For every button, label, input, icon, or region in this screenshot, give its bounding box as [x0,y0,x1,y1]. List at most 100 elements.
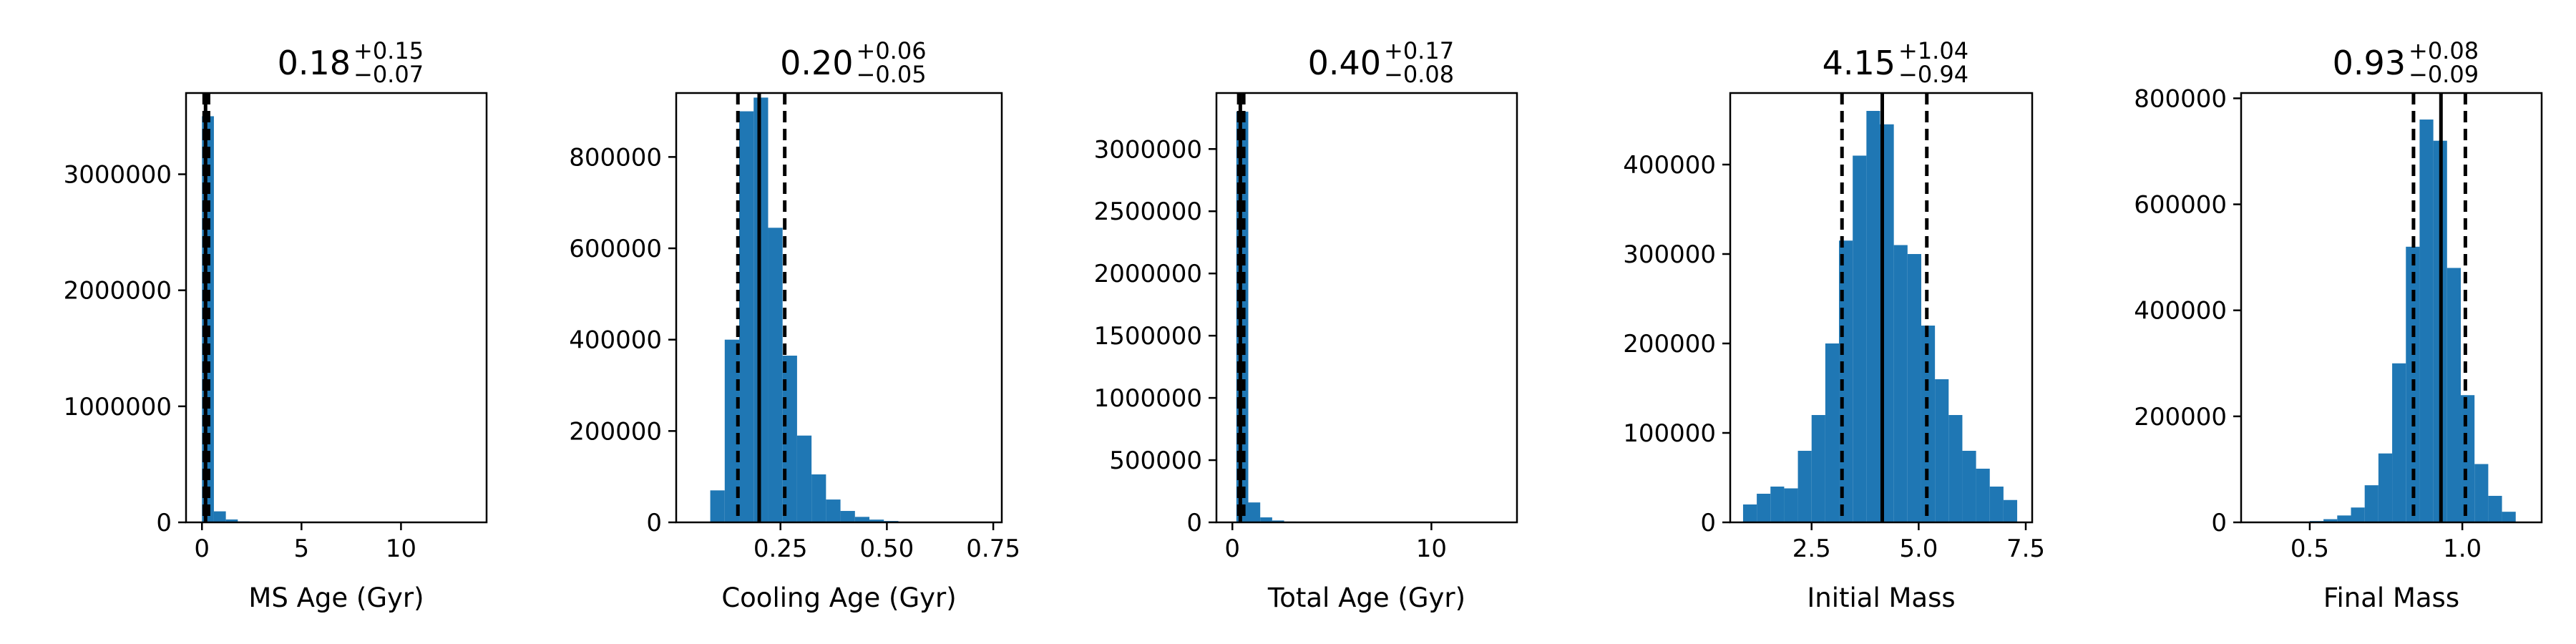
y-tick-label: 400000 [1623,151,1716,180]
y-tick-label: 600000 [2134,191,2227,220]
histogram-bar [2364,485,2379,522]
y-tick-label: 2000000 [64,277,172,306]
histogram-bar [840,511,855,522]
histogram-bar [1893,245,1908,522]
histogram-bar [1907,254,1921,522]
histogram-bar [826,499,841,522]
histogram-bar [2502,512,2516,522]
y-tick-label: 200000 [2134,403,2227,431]
y-tick-label: 800000 [569,143,662,172]
x-axis-label: Total Age (Gyr) [1267,582,1465,613]
chart-title-plus-error: +1.04 [1898,37,1968,64]
histogram-bar [2351,507,2365,522]
y-tick-label: 0 [646,509,662,537]
chart-title-minus-error: −0.09 [2409,61,2479,88]
x-axis-label: Cooling Age (Gyr) [721,582,956,613]
chart-title-plus-error: +0.06 [857,37,927,64]
histogram-bar [1866,111,1880,522]
chart-title-value: 0.18 [278,44,351,82]
chart-title-value: 0.20 [780,44,853,82]
y-tick-label: 2500000 [1094,197,1202,226]
plot-area [186,93,487,522]
x-tick-label: 0 [194,535,210,563]
chart-panel-2: 0.25 0.50 0.75 0 200000 400000 600000 800000 Coo… [569,37,1020,613]
histogram-bar [1770,487,1785,522]
axes-frame [2240,92,2543,524]
histogram-bar [1948,415,1963,522]
x-tick-label: 5 [294,535,310,563]
axes-frame [1215,92,1518,524]
axes-frame [185,92,488,524]
plot-area [2241,93,2542,522]
x-tick-label: 1.0 [2443,535,2482,563]
histogram-bar [1742,504,1757,522]
histogram-bar [2378,453,2393,522]
x-tick-label: 0.25 [753,535,808,563]
chart-title-plus-error: +0.17 [1384,37,1454,64]
histogram-bar [1853,155,1867,522]
y-tick-label: 200000 [1623,330,1716,358]
y-tick-label: 600000 [569,235,662,263]
y-tick-label: 0 [1186,509,1202,537]
x-tick-label: 10 [386,535,416,563]
y-tick-label: 800000 [2134,84,2227,113]
y-tick-label: 300000 [1623,240,1716,269]
histogram-bar [1825,343,1840,522]
y-tick-label: 400000 [569,326,662,355]
y-tick-label: 3000000 [64,161,172,190]
histogram-bar [1757,494,1771,522]
histogram-bar [739,111,754,522]
histogram-bar [854,517,870,522]
histogram-bar [1962,451,1976,522]
y-tick-label: 1500000 [1094,322,1202,351]
x-tick-label: 2.5 [1792,535,1831,563]
histogram-bar [724,339,740,522]
x-tick-label: 0.50 [860,535,914,563]
histogram-bar [869,519,884,522]
x-tick-label: 10 [1416,535,1447,563]
x-tick-label: 7.5 [2006,535,2045,563]
y-tick-label: 2000000 [1094,260,1202,288]
chart-title-value: 4.15 [1823,44,1896,82]
histogram-bar [1797,451,1812,522]
chart-title-minus-error: −0.94 [1898,61,1968,88]
x-axis-label: Final Mass [2323,582,2459,613]
histogram-bar [2419,119,2434,522]
x-axis-label: Initial Mass [1807,582,1955,613]
histogram-bar [1272,520,1284,522]
chart-title-minus-error: −0.05 [857,61,927,88]
chart-panel-3: 0 10 0 500000 1000000 1500000 2000000 2500000 30… [1094,37,1518,613]
chart-title-minus-error: −0.08 [1384,61,1454,88]
chart-panel-5: 0.5 1.0 0 200000 400000 600000 800000 Final Mas… [2134,37,2543,613]
histogram-bar [1784,488,1798,522]
histogram-bar [2488,495,2502,522]
chart-title-value: 0.93 [2333,44,2406,82]
histogram-bar [1248,502,1261,522]
histogram-bar [225,519,238,522]
histogram-bar [811,474,826,522]
x-tick-label: 0.75 [966,535,1020,563]
y-tick-label: 500000 [1109,447,1202,475]
chart-panel-1: 0 5 10 0 1000000 2000000 3000000 MS Age (Gyr) 0.… [64,37,488,613]
plot-area [1216,93,1517,522]
y-tick-label: 400000 [2134,297,2227,326]
chart-title-plus-error: +0.15 [353,37,424,64]
histogram-bar [1811,415,1825,522]
histogram-bar [2392,363,2406,522]
chart-title-value: 0.40 [1308,44,1381,82]
y-tick-label: 0 [1700,509,1716,537]
x-tick-label: 0 [1224,535,1240,563]
histogram-bar [1935,379,1949,522]
chart-panel-4: 2.5 5.0 7.5 0 100000 200000 300000 400000 Initia… [1623,37,2045,613]
histogram-bar [1260,517,1272,522]
y-tick-label: 3000000 [1094,135,1202,164]
histogram-bar [2323,519,2338,522]
histogram-bar [768,228,783,522]
y-tick-label: 0 [156,509,172,537]
y-tick-label: 1000000 [64,393,172,421]
histogram-bar [2446,268,2462,522]
histogram-bar [2461,395,2475,522]
y-tick-label: 1000000 [1094,384,1202,413]
histogram-bar [2474,464,2489,522]
